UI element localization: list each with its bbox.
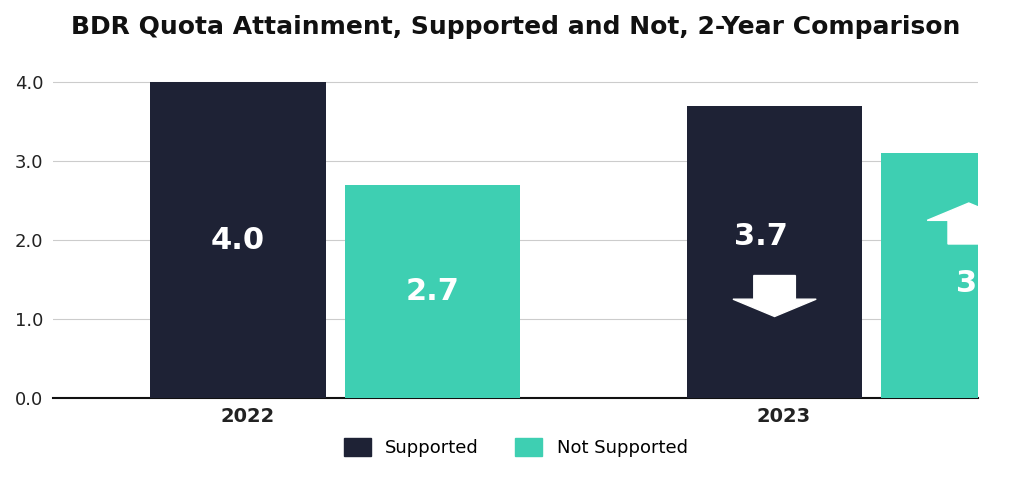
FancyArrow shape xyxy=(733,276,816,316)
FancyArrow shape xyxy=(927,203,1011,244)
Bar xyxy=(344,185,520,398)
Bar xyxy=(151,83,326,398)
Text: 4.0: 4.0 xyxy=(211,226,265,255)
Title: BDR Quota Attainment, Supported and Not, 2-Year Comparison: BDR Quota Attainment, Supported and Not,… xyxy=(71,15,961,39)
Legend: Supported, Not Supported: Supported, Not Supported xyxy=(337,430,695,464)
Text: 2.7: 2.7 xyxy=(406,277,460,306)
Bar xyxy=(687,106,862,398)
Text: 3.7: 3.7 xyxy=(734,222,787,251)
Text: 3.1: 3.1 xyxy=(955,269,1010,298)
Bar xyxy=(881,154,1024,398)
